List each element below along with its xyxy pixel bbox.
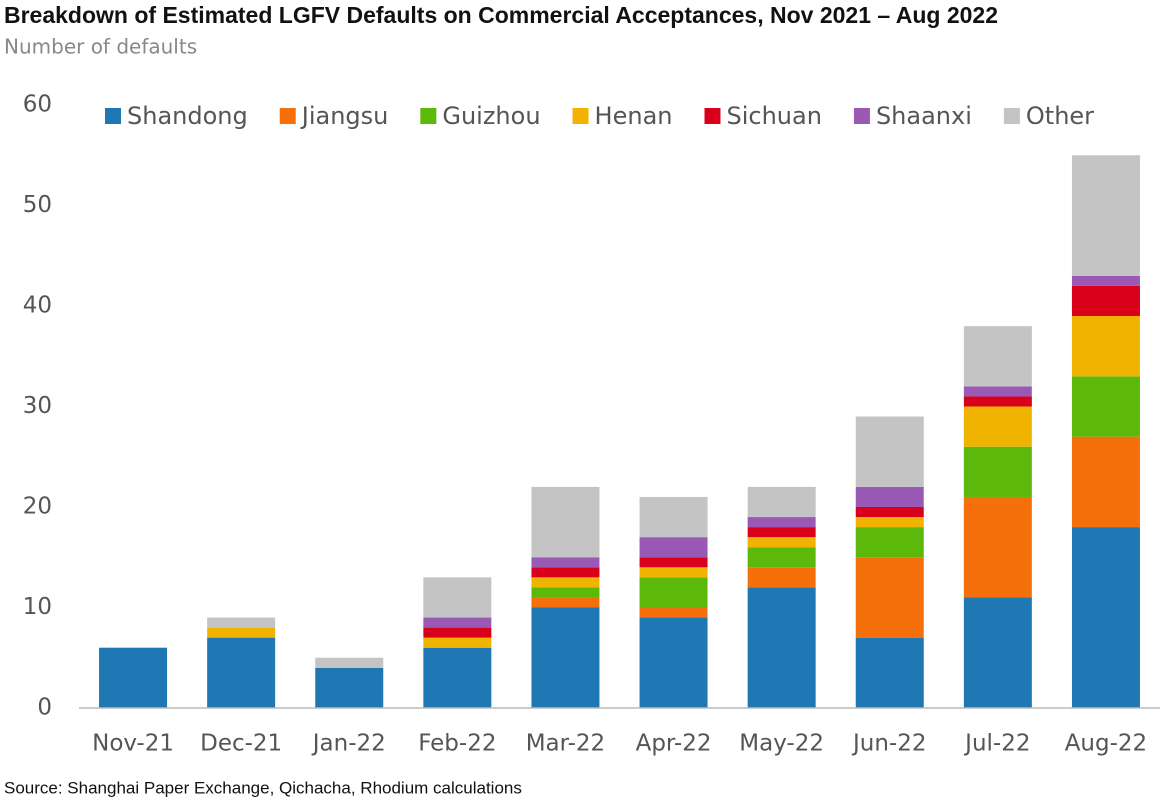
- legend-swatch: [704, 108, 721, 124]
- bar-segment: [531, 567, 600, 578]
- y-tick-label: 20: [23, 494, 52, 520]
- legend-swatch: [572, 108, 589, 124]
- legend-label: Other: [1026, 102, 1094, 130]
- y-tick-label: 10: [23, 594, 52, 620]
- legend-label: Jiangsu: [300, 102, 389, 130]
- y-tick-label: 0: [37, 695, 52, 721]
- bar-segment: [639, 617, 708, 708]
- bar-segment: [963, 406, 1032, 447]
- bar-segment: [855, 557, 924, 638]
- bar-segment: [639, 496, 708, 538]
- bar-segment: [315, 667, 384, 708]
- bar-segment: [639, 557, 708, 568]
- chart-title: Breakdown of Estimated LGFV Defaults on …: [4, 2, 998, 28]
- x-tick-label: Jul-22: [963, 731, 1030, 757]
- bar-segment: [531, 607, 600, 708]
- bar-segment: [531, 577, 600, 588]
- legend-label: Sichuan: [727, 102, 822, 130]
- bar-segment: [1071, 275, 1140, 286]
- bar-segment: [747, 517, 816, 528]
- bar-segment: [423, 627, 492, 638]
- bar-segment: [423, 577, 492, 618]
- bar-segment: [639, 577, 708, 608]
- bar-segment: [747, 527, 816, 538]
- bar-segment: [855, 507, 924, 518]
- bar-segment: [963, 386, 1032, 397]
- bar-segment: [855, 527, 924, 558]
- bar-segment: [855, 517, 924, 528]
- y-tick-label: 60: [23, 92, 52, 118]
- y-tick-label: 40: [23, 293, 52, 319]
- x-tick-label: Apr-22: [636, 731, 712, 757]
- bar-segment: [207, 617, 276, 628]
- bar-segment: [963, 446, 1032, 497]
- source-note: Source: Shanghai Paper Exchange, Qichach…: [4, 778, 522, 797]
- x-tick-label: Feb-22: [418, 731, 496, 757]
- legend-swatch: [1003, 108, 1020, 124]
- bar-segment: [747, 486, 816, 518]
- bar-segment: [963, 496, 1032, 598]
- bar-segment: [531, 587, 600, 598]
- bar-segment: [747, 537, 816, 548]
- bar-segment: [423, 617, 492, 628]
- x-tick-label: May-22: [739, 731, 824, 757]
- bar-segment: [531, 597, 600, 608]
- x-tick-label: Aug-22: [1065, 731, 1147, 757]
- bar-segment: [207, 627, 276, 638]
- x-tick-label: Mar-22: [526, 731, 606, 757]
- bar-segment: [963, 396, 1032, 407]
- legend-label: Shaanxi: [876, 102, 972, 130]
- y-tick-label: 30: [23, 393, 52, 419]
- bar-segment: [1071, 436, 1140, 528]
- bar-segment: [423, 647, 492, 708]
- x-tick-label: Dec-21: [200, 731, 282, 757]
- bar-segment: [1071, 527, 1140, 708]
- legend-label: Guizhou: [442, 102, 540, 130]
- legend-swatch: [853, 108, 870, 124]
- bar-segment: [531, 557, 600, 568]
- bar-segment: [99, 647, 168, 708]
- bar-segment: [963, 326, 1032, 387]
- x-tick-label: Jan-22: [311, 731, 386, 757]
- bar-segment: [747, 547, 816, 568]
- bar-segment: [423, 637, 492, 648]
- x-tick-label: Jun-22: [851, 731, 927, 757]
- bar-segment: [747, 567, 816, 588]
- y-tick-label: 50: [23, 192, 52, 218]
- bar-segment: [207, 637, 276, 708]
- bar-segment: [639, 537, 708, 558]
- bar-segment: [855, 486, 924, 507]
- legend-label: Shandong: [127, 102, 248, 130]
- bar-segment: [639, 607, 708, 618]
- bar-segment: [747, 587, 816, 708]
- chart-subtitle: Number of defaults: [4, 35, 197, 59]
- bar-segment: [1071, 285, 1140, 317]
- bar-segment: [1071, 316, 1140, 377]
- bar-segment: [855, 416, 924, 487]
- bar-segment: [1071, 376, 1140, 437]
- legend-swatch: [279, 108, 296, 124]
- bar-segment: [315, 657, 384, 668]
- legend-swatch: [420, 108, 437, 124]
- bar-segment: [531, 486, 600, 558]
- legend-label: Henan: [595, 102, 673, 130]
- legend-swatch: [105, 108, 121, 124]
- x-tick-label: Nov-21: [92, 731, 174, 757]
- bar-segment: [963, 597, 1032, 708]
- bar-segment: [855, 637, 924, 708]
- bar-segment: [1071, 155, 1140, 276]
- bar-segment: [639, 567, 708, 578]
